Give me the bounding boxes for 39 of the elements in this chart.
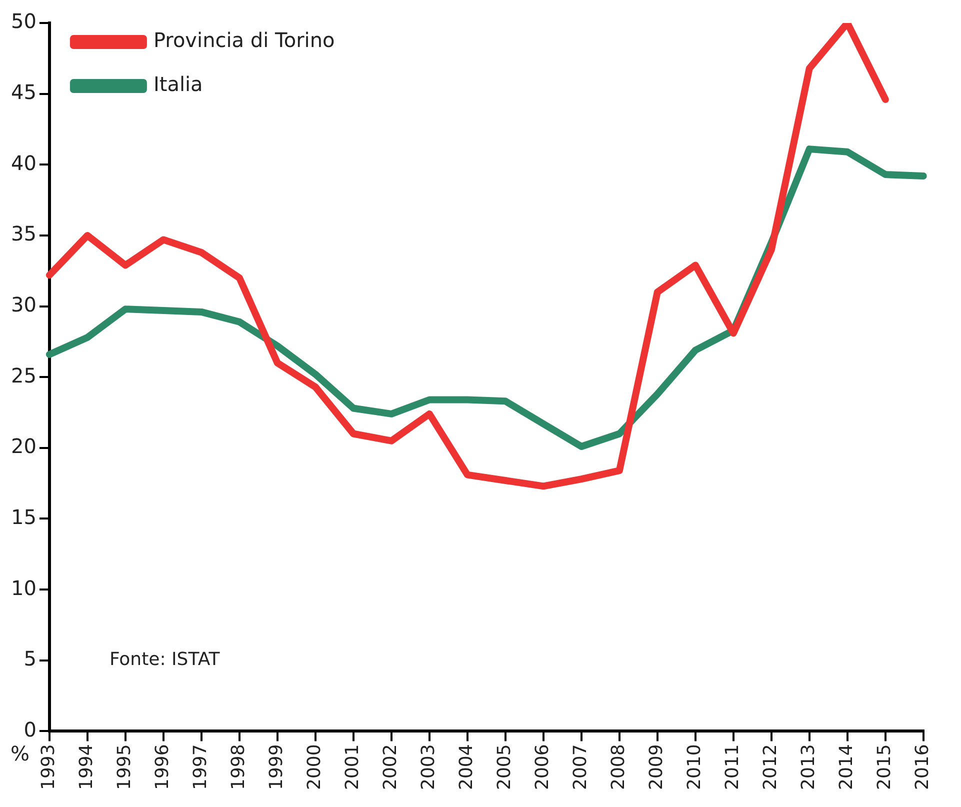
y-tick-label: 5 — [24, 646, 36, 671]
x-tick-label: 2011 — [722, 744, 744, 790]
x-tick-label: 2003 — [418, 744, 440, 790]
x-tick-label: 2009 — [646, 744, 668, 790]
x-tick-label: 2012 — [760, 744, 782, 790]
x-tick-label: 2006 — [532, 744, 554, 790]
x-tick-label: 2002 — [380, 744, 402, 790]
x-tick-label: 2013 — [798, 744, 820, 790]
x-tick-label: 1994 — [76, 744, 98, 790]
legend-label: Provincia di Torino — [153, 28, 335, 52]
x-tick-label: 2016 — [912, 744, 934, 790]
x-tick-label: 2010 — [684, 744, 706, 790]
y-tick-label: 35 — [10, 222, 36, 246]
y-tick-label: 30 — [10, 292, 36, 316]
y-tick-label: 20 — [10, 434, 36, 458]
y-tick-label: 0 — [24, 717, 36, 742]
x-tick-label: 2004 — [456, 744, 478, 790]
x-tick-label: 2015 — [874, 744, 896, 790]
x-tick-label: 2008 — [608, 744, 630, 790]
x-tick-label: 1997 — [190, 744, 212, 790]
y-tick-label: 25 — [10, 363, 36, 388]
y-tick-label: 50 — [10, 9, 36, 34]
y-tick-label: 15 — [10, 504, 36, 529]
annotation: Fonte: ISTAT — [109, 649, 221, 670]
x-tick-label: 2007 — [570, 744, 592, 790]
x-tick-label: 1993 — [38, 744, 60, 790]
y-axis-title: % — [10, 741, 30, 766]
y-tick-label: 10 — [10, 576, 36, 600]
y-tick-label: 45 — [10, 80, 36, 104]
x-tick-label: 1998 — [228, 744, 250, 790]
legend-label: Italia — [153, 72, 203, 96]
y-tick-label: 40 — [10, 150, 36, 175]
x-tick-label: 2000 — [304, 744, 326, 790]
x-tick-label: 1995 — [114, 744, 136, 790]
x-tick-label: 1999 — [266, 744, 288, 790]
x-tick-label: 2014 — [836, 744, 858, 790]
x-tick-label: 2005 — [494, 744, 516, 790]
x-tick-label: 1996 — [152, 744, 174, 790]
x-tick-label: 2001 — [342, 744, 364, 790]
